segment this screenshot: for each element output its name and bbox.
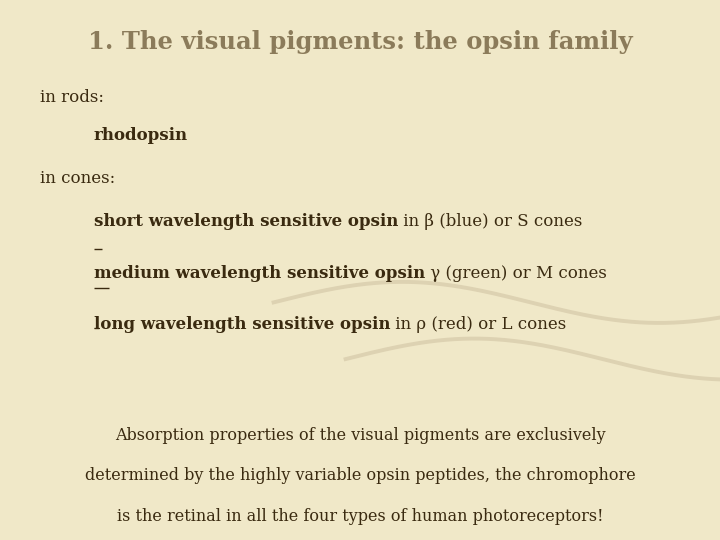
Text: s: s [94, 213, 103, 230]
Text: 1. The visual pigments: the opsin family: 1. The visual pigments: the opsin family [88, 30, 632, 53]
Text: rhodopsin: rhodopsin [94, 127, 188, 144]
Text: m: m [94, 265, 111, 281]
Text: in rods:: in rods: [40, 89, 104, 106]
Text: γ (green) or M cones: γ (green) or M cones [425, 265, 607, 281]
Text: Absorption properties of the visual pigments are exclusively: Absorption properties of the visual pigm… [114, 427, 606, 443]
Text: l: l [94, 316, 100, 333]
Text: medium wavelength sensitive opsin: medium wavelength sensitive opsin [94, 265, 425, 281]
Text: in β (blue) or S cones: in β (blue) or S cones [398, 213, 582, 230]
Text: is the retinal in all the four types of human photoreceptors!: is the retinal in all the four types of … [117, 508, 603, 524]
Text: in cones:: in cones: [40, 170, 115, 187]
Text: in ρ (red) or L cones: in ρ (red) or L cones [390, 316, 567, 333]
Text: long wavelength sensitive opsin: long wavelength sensitive opsin [94, 316, 390, 333]
Text: determined by the highly variable opsin peptides, the chromophore: determined by the highly variable opsin … [85, 467, 635, 484]
Text: short wavelength sensitive opsin: short wavelength sensitive opsin [94, 213, 398, 230]
